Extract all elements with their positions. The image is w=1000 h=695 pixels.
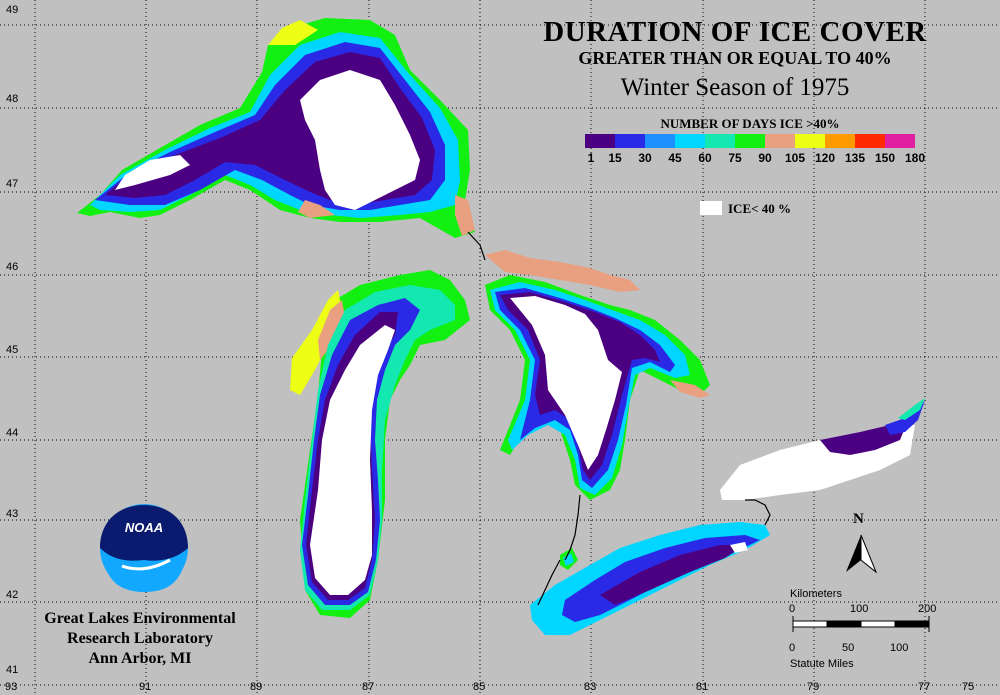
legend-label: 75 (728, 151, 742, 165)
scale-mi-title: Statute Miles (790, 658, 854, 670)
legend-color-bar (585, 134, 915, 148)
map-subtitle: GREATER THAN OR EQUAL TO 40% (578, 48, 892, 68)
lon-label: 79 (807, 681, 820, 693)
lake-huron (485, 250, 710, 500)
legend-swatch (735, 134, 765, 148)
legend-title: NUMBER OF DAYS ICE >40% (660, 116, 840, 131)
noaa-logo (100, 504, 188, 592)
lat-label: 44 (6, 427, 19, 439)
lat-label: 49 (6, 4, 19, 16)
legend-label: 180 (904, 151, 926, 165)
lon-label: 83 (584, 681, 597, 693)
legend-swatch (615, 134, 645, 148)
scale-bar (792, 616, 930, 632)
legend-swatch (855, 134, 885, 148)
lat-label: 47 (6, 178, 19, 190)
org-line-3: Ann Arbor, MI (88, 650, 192, 667)
lake-erie (530, 522, 770, 635)
organization-credit: Great Lakes Environmental Research Labor… (30, 609, 250, 669)
legend-label: 90 (758, 151, 772, 165)
scale-km-title: Kilometers (790, 588, 842, 600)
connecting-rivers (467, 231, 771, 606)
lon-label: 85 (473, 681, 486, 693)
legend-label: 15 (608, 151, 622, 165)
lon-label: 77 (918, 681, 931, 693)
legend-swatch (765, 134, 795, 148)
org-line-2: Research Laboratory (67, 630, 213, 647)
lon-label: 87 (362, 681, 375, 693)
season-title: Winter Season of 1975 (620, 74, 850, 101)
scale-mi-tick: 0 (789, 642, 796, 654)
scale-km-tick: 0 (789, 603, 796, 615)
legend-label: 60 (698, 151, 712, 165)
legend-label: 30 (638, 151, 652, 165)
legend-swatch (645, 134, 675, 148)
legend-swatch (885, 134, 915, 148)
legend-swatch (585, 134, 615, 148)
legend-label: 1 (587, 151, 595, 165)
ice-less-than-40-label: ICE< 40 % (728, 201, 792, 216)
legend-labels: 1 15 30 45 60 75 90 105 120 135 150 180 (582, 151, 932, 167)
lat-label: 48 (6, 93, 19, 105)
legend-label: 120 (814, 151, 836, 165)
north-arrow (846, 534, 878, 574)
lake-ontario (720, 398, 925, 500)
lake-michigan (290, 270, 470, 618)
legend-swatch (825, 134, 855, 148)
legend-label: 45 (668, 151, 682, 165)
legend-swatch (705, 134, 735, 148)
lat-label: 46 (6, 261, 19, 273)
lat-label: 41 (6, 664, 19, 676)
lat-label: 45 (6, 344, 19, 356)
lon-label: 75 (962, 681, 975, 693)
legend-swatch (675, 134, 705, 148)
lat-label: 43 (6, 508, 19, 520)
legend-label: 105 (784, 151, 806, 165)
scale-km-tick: 200 (918, 603, 937, 615)
scale-mi-tick: 100 (890, 642, 909, 654)
lake-st-clair (560, 548, 578, 570)
legend-swatch (795, 134, 825, 148)
lon-label: 89 (250, 681, 263, 693)
map-title: DURATION OF ICE COVER (543, 16, 927, 48)
ice-less-than-40-swatch (700, 201, 722, 215)
legend-label: 135 (844, 151, 866, 165)
noaa-logo-text: NOAA (124, 520, 164, 535)
lon-label: 81 (696, 681, 709, 693)
scale-km-tick: 100 (850, 603, 869, 615)
lon-label: 93 (5, 681, 18, 693)
lon-label: 91 (139, 681, 152, 693)
lake-superior (77, 18, 475, 238)
legend-label: 150 (874, 151, 896, 165)
north-label: N (853, 511, 864, 527)
scale-mi-tick: 50 (842, 642, 855, 654)
lat-label: 42 (6, 589, 19, 601)
org-line-1: Great Lakes Environmental (44, 610, 236, 627)
